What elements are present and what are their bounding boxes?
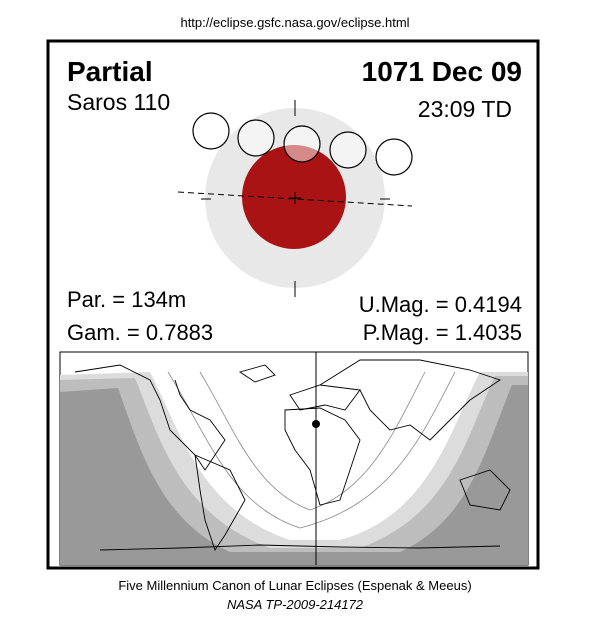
contour [199, 371, 426, 511]
umbral-magnitude: U.Mag. = 0.4194 [359, 292, 522, 317]
zone [60, 385, 528, 565]
footer-report: NASA TP-2009-214172 [227, 597, 364, 612]
saros: Saros 110 [67, 89, 170, 115]
penumbral-magnitude: P.Mag. = 1.4035 [363, 320, 522, 345]
eclipse-date: 1071 Dec 09 [362, 56, 522, 87]
moon-positions [192, 112, 413, 176]
partial-duration: Par. = 134m [67, 287, 186, 312]
moon [375, 138, 413, 176]
umbra [242, 145, 346, 249]
moon [283, 125, 321, 163]
moon-path [177, 191, 413, 207]
eclipse-type: Partial [67, 56, 153, 87]
moon [329, 131, 367, 169]
sub-lunar-point [312, 420, 320, 428]
gamma: Gam. = 0.7883 [67, 320, 213, 345]
coastlines [74, 359, 511, 552]
footer-canon: Five Millennium Canon of Lunar Eclipses … [118, 578, 471, 593]
moon [192, 112, 230, 150]
visibility-map [59, 351, 529, 566]
moon [237, 119, 275, 157]
time: 23:09 TD [418, 96, 512, 122]
contour [167, 371, 456, 529]
source-url: http://eclipse.gsfc.nasa.gov/eclipse.htm… [180, 15, 409, 30]
